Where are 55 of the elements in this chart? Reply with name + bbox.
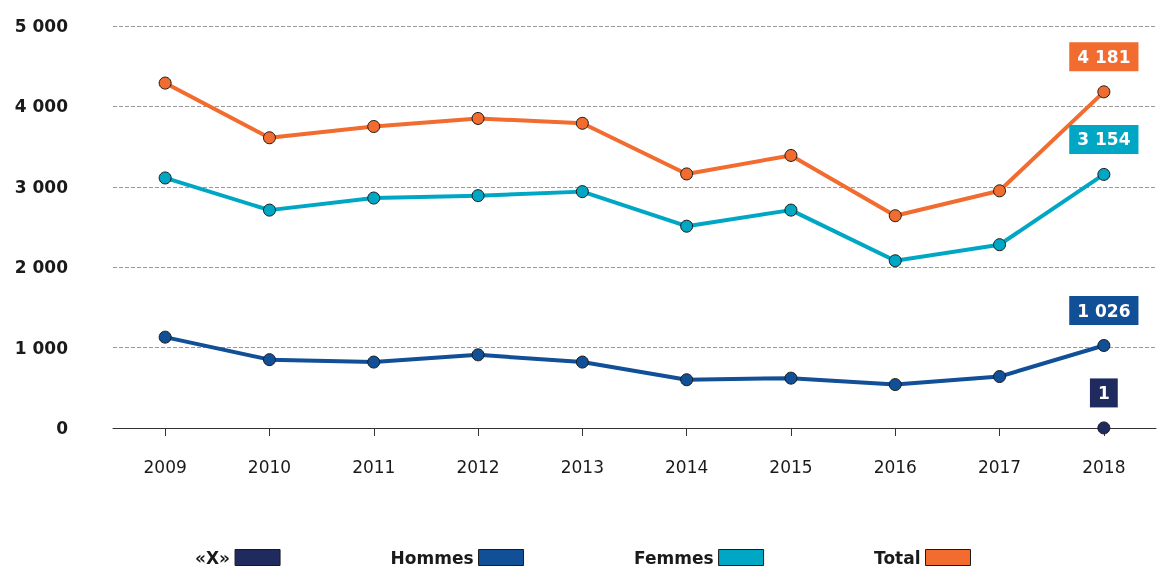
point [1097,339,1111,353]
point [262,203,276,217]
x-tick-label: 2017 [977,456,1022,477]
y-tick-label: 1 000 [14,337,69,358]
point [471,189,485,203]
x-tick-label: 2012 [456,456,500,477]
data-label: 3 154 [1077,129,1131,150]
data-label: 1 026 [1077,300,1131,321]
data-label: 1 [1097,382,1110,403]
x-tick-label: 2013 [560,456,604,477]
point [680,219,694,233]
x-tick-label: 2014 [665,456,709,477]
legend-label: «X» [194,547,231,568]
point [367,355,381,369]
y-tick-label: 2 000 [14,257,69,278]
point [575,185,589,199]
point [680,167,694,181]
point [575,116,589,130]
legend-label: Femmes [634,547,714,568]
point [680,373,694,387]
y-tick-label: 5 000 [14,16,69,36]
point [784,371,798,385]
point [993,370,1007,384]
x-tick-label: 2010 [247,456,292,477]
point [575,355,589,369]
point [471,348,485,362]
data-label: 4 181 [1077,46,1131,67]
x-tick-label: 2009 [143,456,187,477]
x-tick-label: 2015 [769,456,813,477]
point [367,191,381,205]
x-tick-label: 2018 [1082,456,1126,477]
point [993,184,1007,198]
point [784,203,798,217]
point [784,148,798,162]
point [262,131,276,145]
x-tick-label: 2011 [352,456,396,477]
x-tick-label: 2016 [873,456,917,477]
point [158,171,172,185]
point [888,378,902,392]
point [158,76,172,90]
point [367,120,381,133]
point [888,254,902,268]
point [471,111,485,125]
point [158,330,172,344]
point [1097,167,1111,181]
point [1097,85,1111,99]
legend-label: Hommes [390,547,474,568]
y-tick-label: 3 000 [14,176,69,197]
y-tick-label: 4 000 [14,96,69,117]
point [993,238,1007,252]
point [1097,421,1111,435]
y-tick-label: 0 [56,418,69,438]
point [262,353,276,367]
legend-label: Total [874,547,921,568]
point [888,209,902,223]
